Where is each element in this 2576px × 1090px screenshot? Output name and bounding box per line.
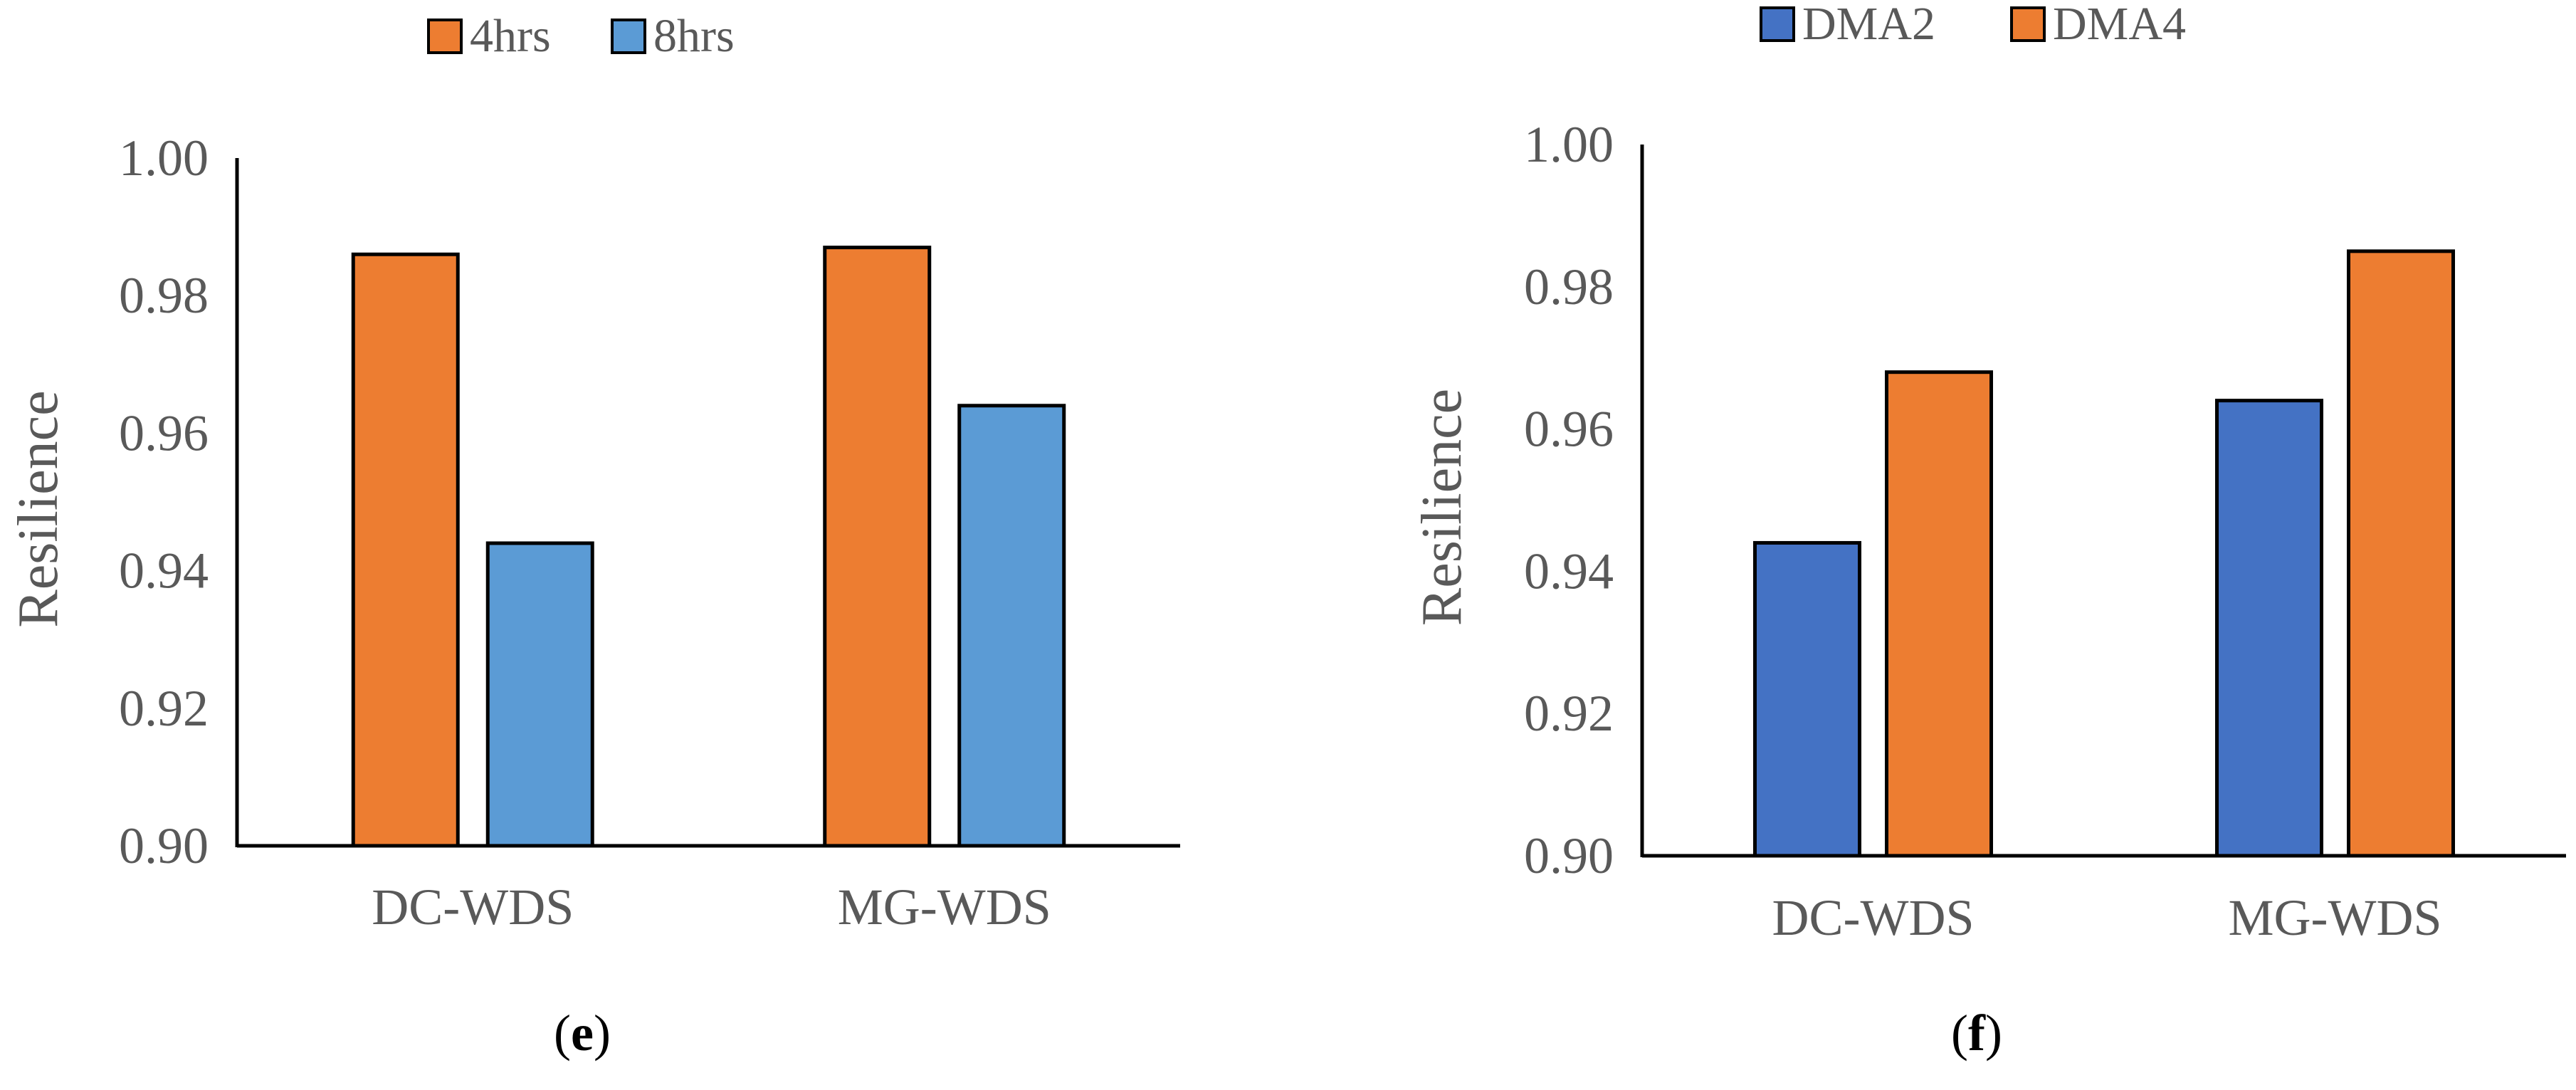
legend-label-8hrs: 8hrs [653, 10, 735, 62]
y-tick-label: 0.96 [1524, 401, 1614, 458]
y-tick-label: 0.98 [119, 267, 209, 324]
x-category-label: DC-WDS [372, 879, 574, 936]
x-category-label: DC-WDS [1772, 889, 1975, 946]
y-tick-label: 0.92 [1524, 685, 1614, 742]
bar-dma2-mg-wds [2215, 399, 2323, 858]
bar-4hrs-dc-wds [351, 252, 460, 848]
legend-label-4hrs: 4hrs [470, 10, 551, 62]
y-tick-label: 0.92 [119, 680, 209, 737]
legend-swatch-dma4 [2010, 6, 2046, 42]
legend-label-dma2: DMA2 [1802, 0, 1935, 50]
y-axis-title: Resilience [1411, 389, 1473, 626]
y-tick-label: 0.94 [119, 543, 209, 599]
chart-panel-f: 0.90 0.92 0.94 0.96 0.98 1.00 Resilience DC-WDS… [1411, 0, 2566, 1062]
x-category-label: MG-WDS [2229, 889, 2442, 946]
y-tick-label: 0.90 [1524, 827, 1614, 884]
legend-swatch-8hrs [611, 19, 646, 54]
x-category-label: MG-WDS [838, 879, 1051, 936]
y-tick-label: 0.96 [119, 404, 209, 461]
y-tick-label: 1.00 [119, 130, 209, 187]
legend-label-dma4: DMA4 [2053, 0, 2186, 50]
legend-swatch-dma2 [1760, 6, 1795, 42]
bar-4hrs-mg-wds [823, 246, 932, 848]
y-tick-label: 0.90 [119, 817, 209, 874]
panel-label: (f) [1951, 1005, 2002, 1062]
y-tick-label: 1.00 [1524, 116, 1614, 173]
bar-dma4-dc-wds [1885, 370, 1993, 858]
bar-dma2-dc-wds [1753, 540, 1861, 858]
y-axis-title: Resilience [7, 390, 70, 627]
panel-label: (e) [554, 1005, 611, 1062]
bar-8hrs-mg-wds [957, 404, 1066, 848]
y-tick-label: 0.98 [1524, 258, 1614, 315]
chart-panel-e: 0.90 0.92 0.94 0.96 0.98 1.00 Resilience DC-WDS… [7, 10, 1180, 1062]
bar-dma4-mg-wds [2347, 249, 2455, 858]
bar-8hrs-dc-wds [485, 541, 594, 848]
legend-swatch-4hrs [427, 19, 463, 54]
y-tick-label: 0.94 [1524, 543, 1614, 599]
